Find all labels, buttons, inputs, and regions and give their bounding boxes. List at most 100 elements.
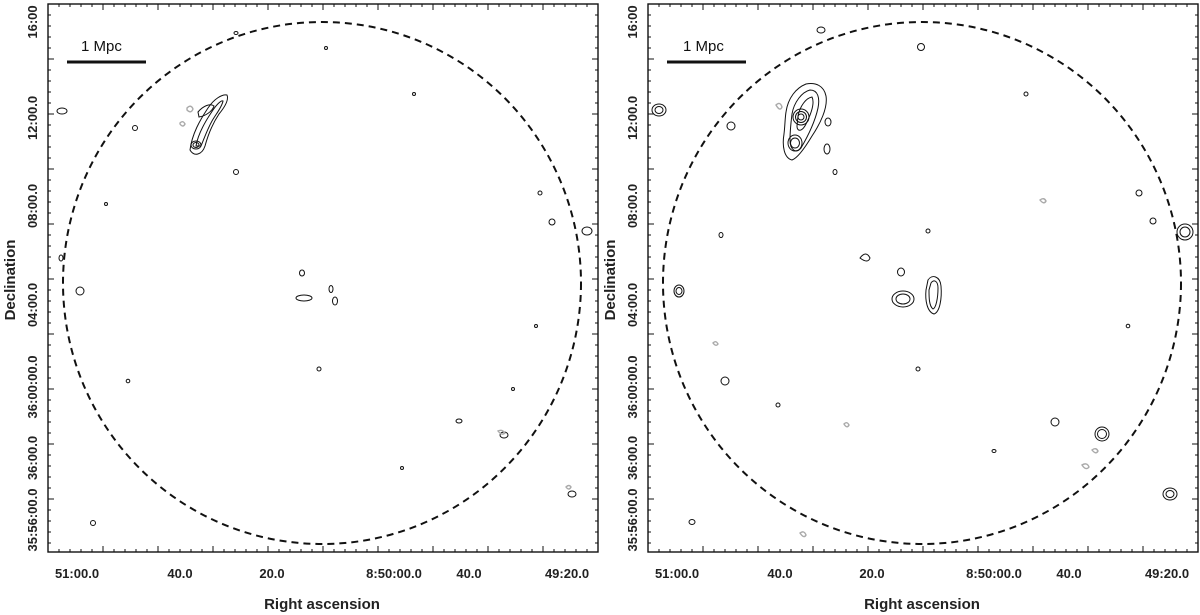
right-source-contour bbox=[925, 276, 942, 315]
right-source-contour bbox=[897, 267, 905, 277]
left-x-axis-title: Right ascension bbox=[264, 596, 380, 613]
right-source-contour bbox=[895, 293, 911, 305]
right-source-contour bbox=[688, 519, 696, 525]
right-scale-bar-label: 1 Mpc bbox=[683, 38, 724, 55]
left-y-tick-label: 36:00.0 bbox=[25, 436, 40, 480]
right-y-tick-label: 16:00 bbox=[625, 5, 640, 38]
left-source-contour bbox=[400, 466, 404, 470]
right-source-contour bbox=[832, 169, 838, 175]
left-relic-contour bbox=[197, 104, 215, 118]
left-source-contour bbox=[132, 125, 138, 131]
right-source-contour bbox=[720, 376, 730, 386]
right-source-contour bbox=[787, 134, 803, 152]
left-y-tick-label: 36:00:00.0 bbox=[25, 356, 40, 419]
axis-tick-marks bbox=[48, 4, 1198, 552]
right-source-contour bbox=[726, 121, 736, 131]
right-source-contour bbox=[816, 26, 826, 34]
left-y-tick-label: 16:00 bbox=[25, 5, 40, 38]
left-source-contour bbox=[511, 387, 515, 391]
right-source-contour bbox=[925, 228, 931, 234]
left-relic-contour bbox=[195, 100, 224, 147]
right-source-contour bbox=[775, 402, 781, 408]
left-source-contour bbox=[56, 107, 68, 115]
right-negative-contour bbox=[1091, 448, 1099, 454]
right-radio-contours bbox=[651, 26, 1194, 538]
right-source-contour bbox=[1023, 91, 1029, 97]
left-source-contour bbox=[567, 490, 577, 498]
left-radio-contours bbox=[56, 31, 593, 526]
left-x-tick-label: 40.0 bbox=[167, 566, 192, 581]
left-y-tick-label: 08:00.0 bbox=[25, 184, 40, 228]
left-source-contour bbox=[233, 169, 239, 175]
right-x-tick-label: 49:20.0 bbox=[1145, 566, 1189, 581]
left-relic-contour bbox=[189, 94, 228, 155]
right-source-contour bbox=[1135, 189, 1143, 197]
left-source-contour bbox=[299, 269, 305, 277]
left-x-tick-label: 51:00.0 bbox=[55, 566, 99, 581]
left-source-contour bbox=[75, 286, 85, 296]
left-source-contour bbox=[316, 366, 322, 372]
right-source-contour bbox=[891, 290, 915, 308]
left-y-axis-title: Declination bbox=[2, 240, 19, 321]
left-plot-frame bbox=[47, 3, 599, 553]
left-x-tick-label: 49:20.0 bbox=[545, 566, 589, 581]
right-source-contour bbox=[917, 43, 925, 51]
right-negative-contour bbox=[775, 102, 783, 110]
left-source-contour bbox=[455, 418, 463, 424]
left-source-contour bbox=[324, 46, 328, 50]
left-primary-beam-circle bbox=[62, 21, 582, 545]
right-y-tick-label: 36:00.0 bbox=[625, 436, 640, 480]
right-negative-contour bbox=[1081, 463, 1090, 470]
right-source-contour bbox=[718, 232, 724, 238]
right-source-contour bbox=[1050, 417, 1060, 427]
left-source-contour bbox=[537, 190, 543, 196]
right-x-tick-label: 40.0 bbox=[1056, 566, 1081, 581]
right-negative-contour bbox=[799, 531, 807, 538]
left-negative-contour bbox=[186, 105, 194, 113]
right-x-tick-label: 51:00.0 bbox=[655, 566, 699, 581]
right-source-contour bbox=[675, 287, 683, 295]
right-y-axis-title: Declination bbox=[602, 240, 619, 321]
left-x-tick-label: 20.0 bbox=[259, 566, 284, 581]
left-source-contour bbox=[499, 431, 509, 439]
left-y-tick-label: 12:00.0 bbox=[25, 96, 40, 140]
right-source-contour bbox=[1179, 226, 1191, 238]
right-source-contour bbox=[1176, 223, 1194, 241]
left-negative-contour bbox=[179, 121, 186, 127]
left-negative-contour bbox=[496, 429, 506, 435]
right-source-contour bbox=[1094, 426, 1110, 442]
right-source-contour bbox=[991, 449, 997, 453]
right-source-contour bbox=[823, 143, 831, 155]
right-y-tick-label: 36:00:00.0 bbox=[625, 356, 640, 419]
right-relic-contour bbox=[782, 83, 827, 161]
left-source-contour bbox=[332, 296, 338, 306]
left-x-tick-label: 40.0 bbox=[456, 566, 481, 581]
right-y-tick-label: 04:00.0 bbox=[625, 283, 640, 327]
left-scale-bar-label: 1 Mpc bbox=[81, 38, 122, 55]
left-source-contour bbox=[534, 324, 538, 328]
right-primary-beam-circle bbox=[662, 21, 1182, 545]
right-source-contour bbox=[1162, 487, 1178, 501]
left-panel: 1 Mpc 51:00.0 40.0 20.0 8:50:00.0 40.0 4… bbox=[2, 3, 599, 613]
left-source-contour bbox=[581, 226, 593, 236]
left-source-contour bbox=[58, 254, 64, 262]
right-source-contour bbox=[824, 117, 832, 127]
right-source-contour bbox=[792, 108, 810, 126]
right-source-contour bbox=[654, 106, 664, 114]
left-y-tick-label: 35:56:00.0 bbox=[25, 489, 40, 552]
left-source-contour bbox=[233, 31, 239, 35]
left-source-contour bbox=[548, 218, 556, 226]
left-source-contour bbox=[190, 140, 202, 150]
right-source-contour bbox=[795, 111, 807, 123]
right-y-tick-label: 08:00.0 bbox=[625, 184, 640, 228]
right-source-contour bbox=[790, 137, 800, 149]
right-source-contour bbox=[1165, 490, 1175, 498]
right-source-contour bbox=[673, 284, 685, 298]
right-y-tick-label: 35:56:00.0 bbox=[625, 489, 640, 552]
right-plot-frame bbox=[647, 3, 1199, 553]
left-source-contour bbox=[412, 92, 416, 96]
right-x-tick-label: 20.0 bbox=[859, 566, 884, 581]
right-source-contour bbox=[859, 253, 871, 262]
left-source-contour bbox=[295, 294, 313, 302]
